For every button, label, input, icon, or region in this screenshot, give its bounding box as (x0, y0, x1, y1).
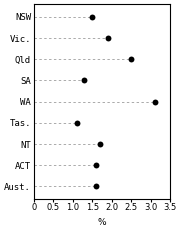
X-axis label: %: % (98, 218, 106, 227)
Point (153, 100, 156, 103)
Point (91, 15, 94, 19)
Point (95, 185, 98, 188)
Point (106, 36, 109, 40)
Point (83, 79, 86, 82)
Point (99, 142, 102, 146)
Point (75, 121, 78, 125)
Point (130, 58, 133, 61)
Point (95, 163, 98, 167)
